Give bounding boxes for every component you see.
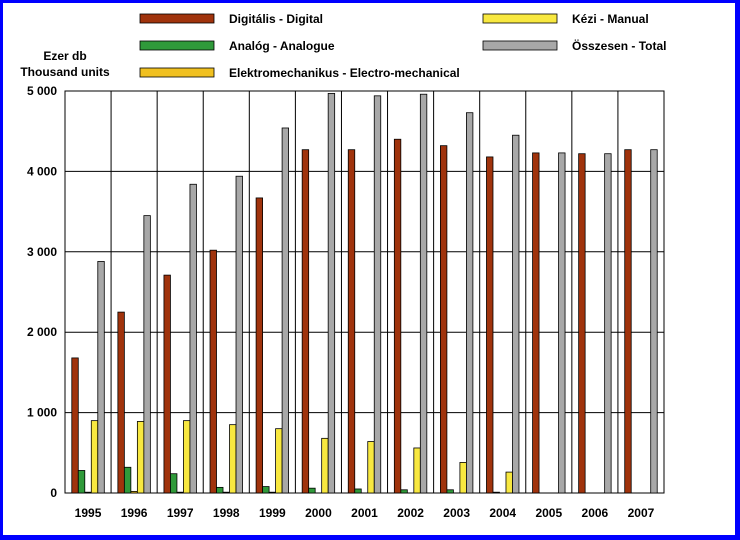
bar	[578, 153, 586, 494]
bar	[275, 428, 283, 494]
legend-swatch	[139, 13, 215, 24]
bar	[163, 274, 171, 494]
x-tick-label: 2005	[535, 506, 562, 520]
bar	[308, 487, 316, 494]
legend-label: Elektromechanikus - Electro-mechanical	[229, 66, 460, 80]
x-tick-label: 1996	[121, 506, 148, 520]
bar	[624, 149, 632, 494]
bar	[393, 138, 402, 494]
bar	[400, 489, 408, 494]
bar	[262, 486, 270, 494]
bar	[446, 489, 454, 494]
bar	[235, 175, 243, 494]
y-tick-label: 1 000	[27, 406, 57, 420]
x-tick-label: 2003	[443, 506, 470, 520]
bar	[183, 420, 191, 494]
legend-swatch	[139, 40, 215, 51]
y-tick-label: 4 000	[27, 164, 57, 178]
bar	[170, 473, 178, 494]
bar	[413, 447, 421, 494]
bar	[532, 152, 540, 494]
bar	[354, 488, 362, 494]
bar	[84, 491, 92, 494]
bar	[117, 311, 125, 494]
y-tick-label: 3 000	[27, 245, 57, 259]
x-tick-label: 1999	[259, 506, 286, 520]
bar	[71, 357, 79, 494]
x-tick-label: 1995	[75, 506, 102, 520]
legend-label: Analóg - Analogue	[229, 39, 335, 53]
bar	[176, 491, 184, 494]
bar	[136, 421, 145, 494]
y-axis-label: Ezer db Thousand units	[20, 49, 110, 79]
bar	[189, 183, 197, 494]
bar	[466, 112, 474, 494]
plot-area: 0 1 000 2 000 3 000 4 000 5 000 1995 1996 1997 19…	[27, 84, 665, 520]
chart-frame: Digitális - Digital Analóg - Analogue Elek…	[3, 3, 735, 535]
bar	[90, 420, 99, 494]
bar	[347, 149, 356, 494]
bar	[604, 153, 612, 494]
bar	[321, 437, 329, 494]
bar	[229, 424, 237, 494]
bar	[440, 145, 448, 494]
x-tick-label: 2007	[628, 506, 655, 520]
y-axis-label-line-2: Thousand units	[20, 65, 110, 79]
x-tick-label: 2001	[351, 506, 378, 520]
bar	[492, 491, 500, 494]
y-tick-label: 2 000	[27, 325, 57, 339]
x-tick-label: 1998	[213, 506, 240, 520]
legend-swatch	[482, 40, 558, 51]
x-tick-label: 1997	[167, 506, 194, 520]
x-tick-label: 2004	[489, 506, 516, 520]
bar	[459, 462, 467, 494]
plot-background	[64, 90, 665, 494]
y-tick-label: 0	[50, 486, 57, 500]
bar	[268, 491, 276, 494]
bar	[97, 261, 105, 494]
legend-swatch	[482, 13, 558, 24]
bar	[373, 95, 382, 494]
bar	[367, 441, 375, 494]
bar	[209, 249, 217, 494]
x-tick-label: 2006	[582, 506, 609, 520]
bar	[77, 470, 86, 494]
legend-swatch	[139, 67, 215, 78]
bar	[558, 152, 566, 494]
legend-label: Kézi - Manual	[572, 12, 649, 26]
bar-chart: Digitális - Digital Analóg - Analogue Elek…	[20, 12, 666, 520]
bar	[255, 197, 263, 494]
y-tick-label: 5 000	[27, 84, 57, 98]
bar	[419, 93, 428, 494]
x-tick-label: 2002	[397, 506, 424, 520]
bar	[281, 127, 289, 494]
bar	[650, 149, 658, 494]
legend-label: Digitális - Digital	[229, 12, 323, 26]
bar	[143, 215, 151, 494]
bar	[327, 93, 336, 494]
legend-label: Összesen - Total	[572, 38, 666, 53]
bar	[505, 471, 513, 494]
bar	[512, 134, 520, 494]
bar	[486, 156, 494, 494]
legend: Digitális - Digital Analóg - Analogue Elek…	[139, 12, 666, 80]
bar	[301, 149, 310, 494]
bar	[216, 486, 224, 494]
bar	[222, 491, 230, 494]
bar	[123, 466, 132, 494]
bar	[130, 490, 138, 494]
x-tick-label: 2000	[305, 506, 332, 520]
y-axis-label-line-1: Ezer db	[43, 49, 86, 63]
